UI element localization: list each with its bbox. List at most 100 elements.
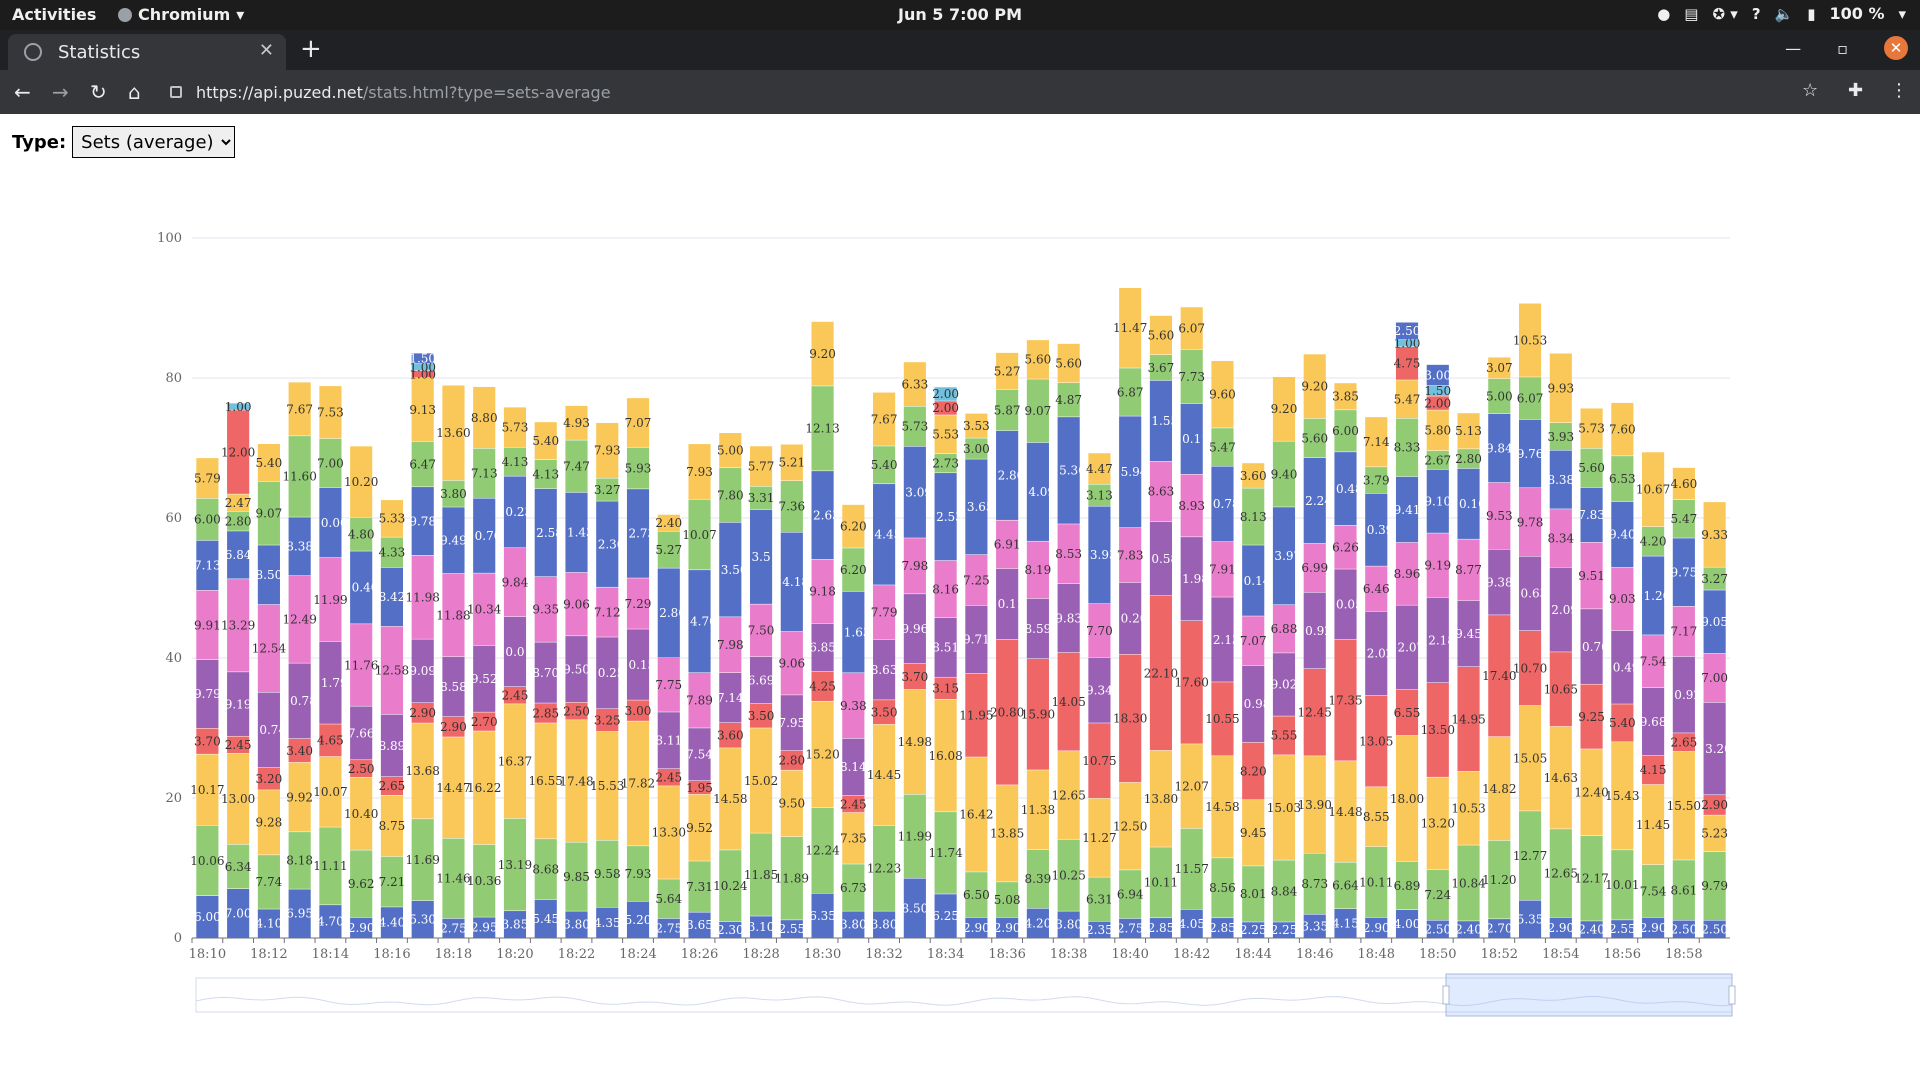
data-label: 2.90 bbox=[963, 921, 990, 935]
chevron-down-icon: ▾ bbox=[1898, 4, 1906, 23]
data-label: 12.40 bbox=[1574, 786, 1608, 800]
bar-segment bbox=[1611, 456, 1634, 502]
type-select[interactable]: Sets (average) bbox=[72, 126, 236, 158]
data-label: 10.65 bbox=[1544, 682, 1578, 696]
zoom-handle-right[interactable] bbox=[1728, 985, 1736, 1005]
bar-segment bbox=[749, 604, 773, 657]
data-label: 8.18 bbox=[286, 854, 313, 868]
new-tab-button[interactable]: + bbox=[300, 34, 322, 64]
data-label: 10.76 bbox=[1574, 640, 1608, 654]
bar-segment bbox=[196, 498, 219, 541]
bar-segment bbox=[227, 844, 250, 889]
window-controls: — ▫ ✕ bbox=[1785, 36, 1908, 60]
data-label: 2.50 bbox=[1394, 324, 1421, 338]
lock-icon[interactable] bbox=[170, 86, 182, 98]
bar-segment bbox=[749, 486, 773, 510]
minimize-icon[interactable]: — bbox=[1785, 38, 1802, 58]
extensions-icon[interactable]: ✚ bbox=[1848, 80, 1864, 101]
bar-segment bbox=[1057, 524, 1080, 584]
x-tick-label: 18:42 bbox=[1173, 947, 1210, 962]
data-label: 9.09 bbox=[409, 664, 436, 678]
data-label: 6.94 bbox=[1117, 887, 1144, 901]
home-icon[interactable]: ⌂ bbox=[128, 80, 141, 104]
bar-segment bbox=[1334, 862, 1357, 909]
zoom-handle-left[interactable] bbox=[1442, 985, 1450, 1005]
data-label: 9.19 bbox=[1424, 558, 1451, 572]
bar-segment bbox=[1242, 488, 1265, 545]
back-icon[interactable]: ← bbox=[14, 80, 31, 104]
clock[interactable]: Jun 5 7:00 PM bbox=[897, 5, 1023, 24]
data-label: 12.00 bbox=[221, 445, 255, 459]
bar-segment bbox=[1549, 652, 1572, 727]
data-label: 13.93 bbox=[1082, 548, 1116, 562]
data-label: 2.70 bbox=[471, 715, 498, 729]
data-label: 8.93 bbox=[1178, 499, 1205, 513]
data-label: 12.30 bbox=[590, 537, 624, 551]
data-label: 7.24 bbox=[1424, 888, 1451, 902]
data-label: 14.05 bbox=[1051, 695, 1085, 709]
bar-segment bbox=[1488, 413, 1511, 483]
bar-segment bbox=[319, 724, 342, 757]
bar-segment bbox=[565, 636, 588, 703]
bar-segment bbox=[1703, 502, 1726, 567]
data-label: 3.85 bbox=[502, 918, 529, 932]
data-label: 22.10 bbox=[1144, 666, 1178, 680]
menu-icon[interactable]: ⋮ bbox=[1890, 80, 1908, 101]
bar-segment bbox=[1395, 339, 1419, 347]
bar-segment bbox=[1611, 402, 1634, 456]
bar-segment bbox=[380, 714, 404, 777]
bar-segment bbox=[1365, 493, 1388, 566]
tab-statistics[interactable]: Statistics ✕ bbox=[8, 34, 286, 70]
close-tab-icon[interactable]: ✕ bbox=[258, 40, 274, 61]
bar-segment bbox=[811, 671, 834, 701]
bar-segment bbox=[780, 770, 803, 837]
data-label: 9.45 bbox=[1240, 826, 1267, 840]
bar-segment bbox=[1088, 603, 1111, 658]
address-bar[interactable]: https://api.puzed.net/stats.html?type=se… bbox=[170, 76, 1830, 108]
data-label: 13.29 bbox=[221, 619, 255, 633]
bar-segment bbox=[1488, 736, 1511, 841]
forward-icon[interactable]: → bbox=[52, 80, 69, 104]
bar-segment bbox=[873, 825, 896, 911]
bar-segment bbox=[1211, 360, 1234, 428]
data-label: 7.07 bbox=[625, 416, 652, 430]
data-label: 9.20 bbox=[1271, 402, 1298, 416]
app-menu[interactable]: Chromium ▾ bbox=[118, 5, 244, 24]
data-label: 1.00 bbox=[225, 400, 252, 414]
data-label: 12.13 bbox=[805, 422, 839, 436]
bar-segment bbox=[1488, 357, 1511, 379]
data-label: 8.58 bbox=[440, 680, 467, 694]
data-label: 13.19 bbox=[498, 858, 532, 872]
data-label: 10.20 bbox=[344, 475, 378, 489]
bar-segment bbox=[626, 721, 650, 846]
data-label: 15.20 bbox=[805, 748, 839, 762]
bar-segment bbox=[565, 702, 588, 720]
bar-segment bbox=[534, 899, 557, 938]
data-label: 2.85 bbox=[532, 706, 559, 720]
bar-segment bbox=[257, 481, 280, 545]
data-label: 7.13 bbox=[194, 559, 221, 573]
data-label: 9.02 bbox=[1271, 678, 1298, 692]
bar-segment bbox=[350, 706, 373, 760]
system-tray[interactable]: ● ▤ ✪ ▾ ? 🔈 ▮ 100 % ▾ bbox=[1657, 4, 1906, 23]
activities-button[interactable]: Activities bbox=[12, 5, 97, 24]
data-label: 9.41 bbox=[1394, 503, 1421, 517]
bar-segment bbox=[534, 703, 557, 723]
maximize-icon[interactable]: ▫ bbox=[1837, 38, 1848, 58]
bar-segment bbox=[257, 444, 280, 482]
bar-segment bbox=[534, 422, 557, 460]
bar-segment bbox=[1057, 343, 1080, 383]
bar-segment bbox=[903, 362, 926, 406]
bar-segment bbox=[1457, 468, 1480, 539]
data-label: 12.50 bbox=[1113, 819, 1147, 833]
data-label: 6.20 bbox=[840, 563, 867, 577]
data-label: 10.40 bbox=[344, 807, 378, 821]
close-window-icon[interactable]: ✕ bbox=[1884, 36, 1908, 60]
data-label: 13.97 bbox=[1267, 549, 1301, 563]
reload-icon[interactable]: ↻ bbox=[90, 80, 107, 104]
bar-segment bbox=[1395, 861, 1419, 910]
star-icon[interactable]: ☆ bbox=[1802, 80, 1819, 101]
data-label: 7.31 bbox=[686, 880, 713, 894]
bar-segment bbox=[380, 907, 404, 938]
data-label: 8.53 bbox=[1055, 547, 1082, 561]
